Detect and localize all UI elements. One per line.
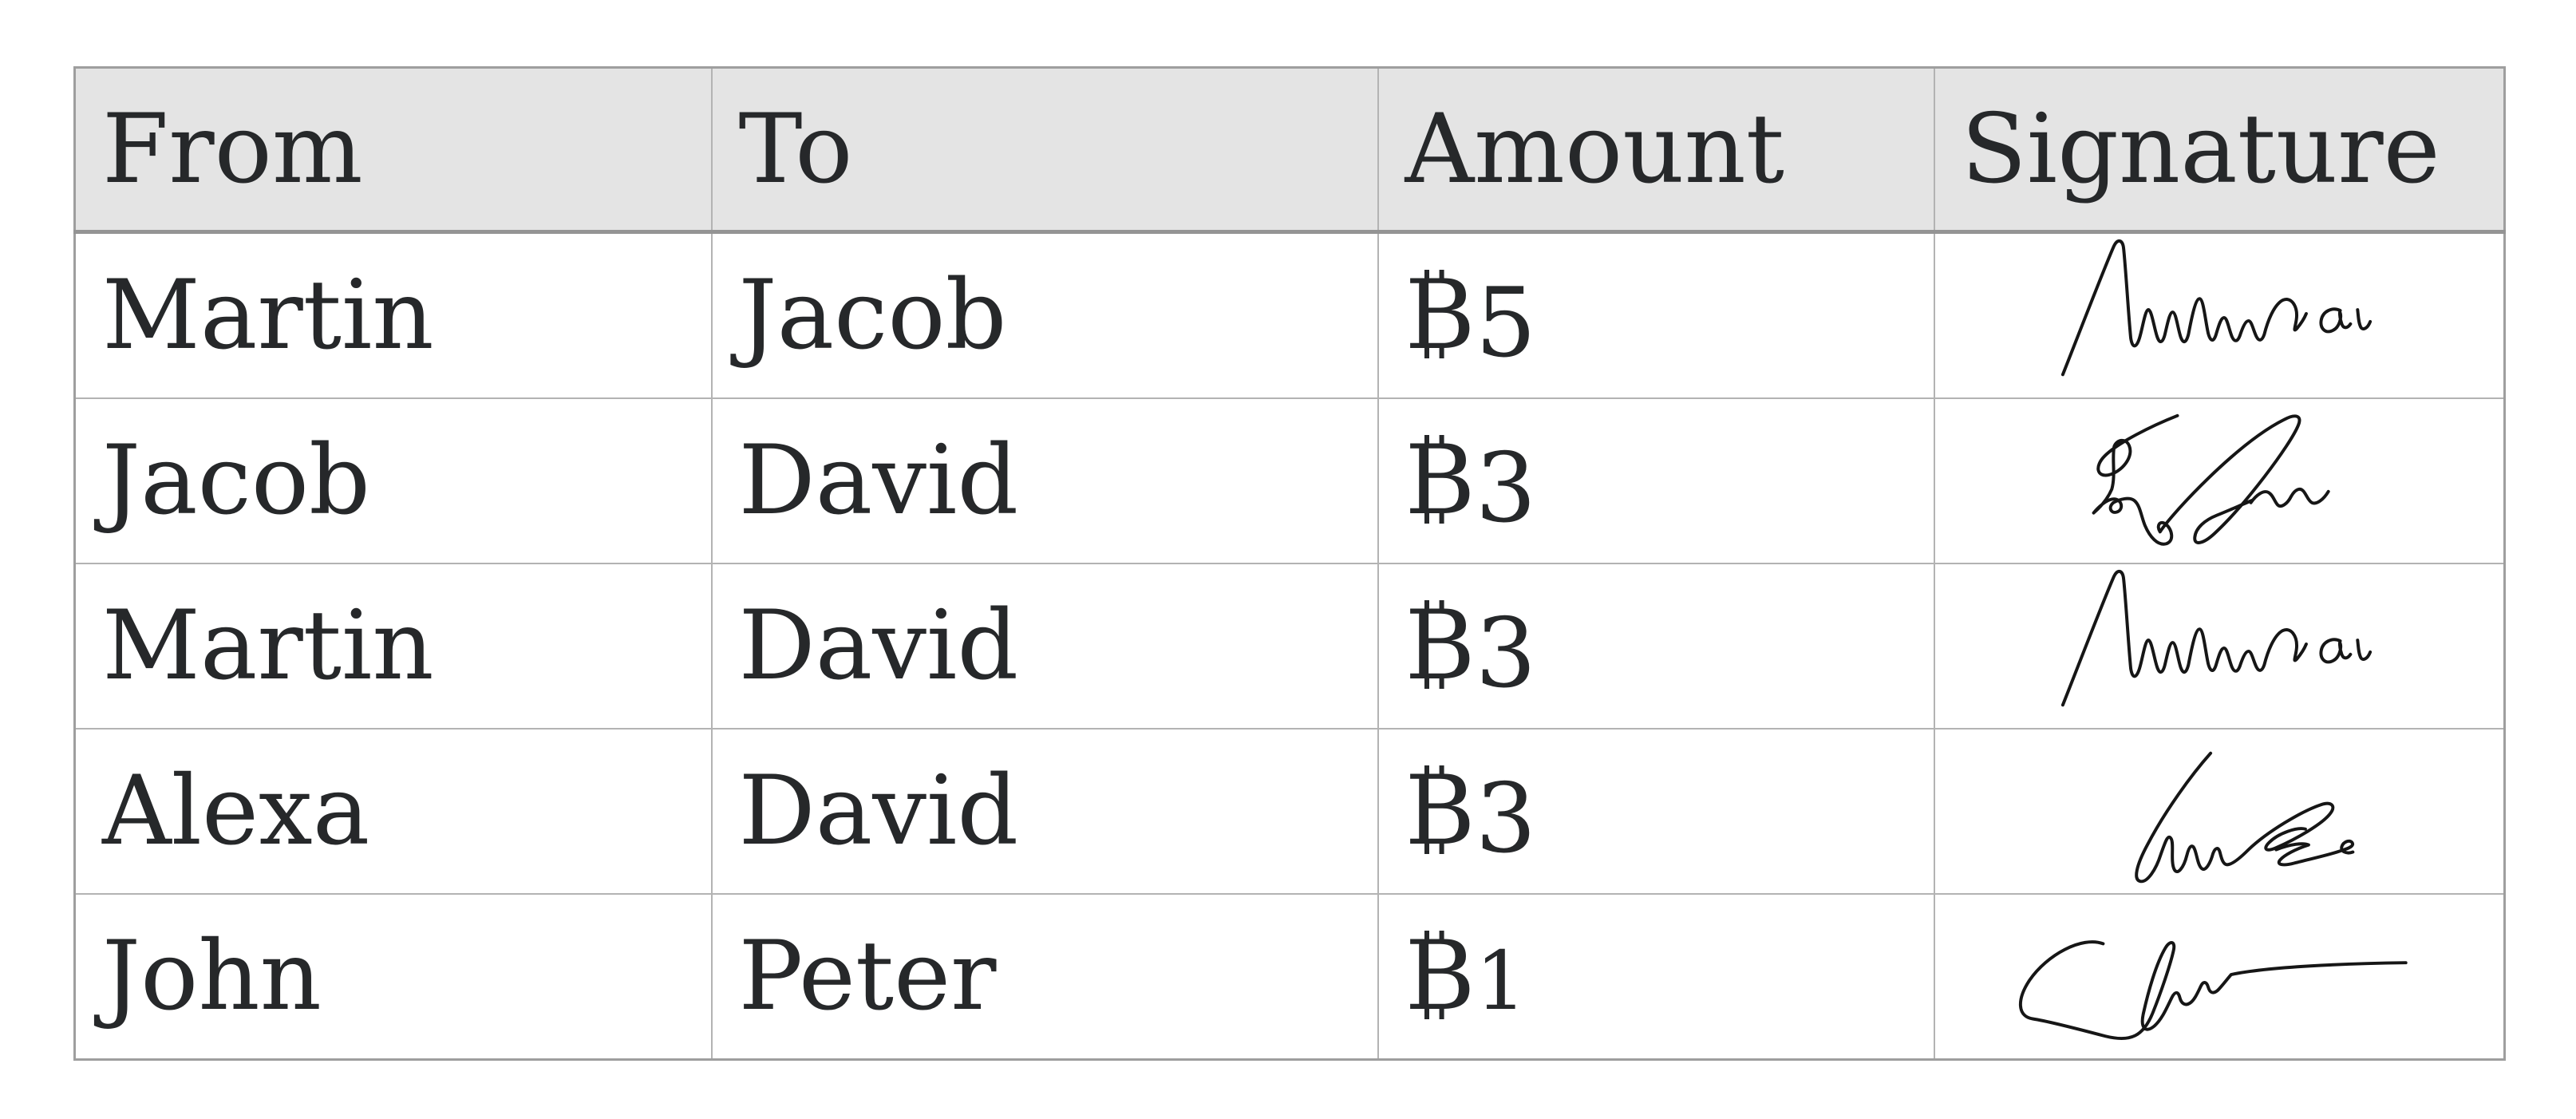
jacob-signature-icon xyxy=(2092,413,2330,546)
transactions-table-container: From To Amount Signature Martin Jacob B5 Ja… xyxy=(73,66,2506,1061)
transactions-table: From To Amount Signature Martin Jacob B5 Ja… xyxy=(73,66,2506,1061)
table-row: Martin David B3 xyxy=(73,563,2506,730)
column-header-to-label: To xyxy=(738,93,853,205)
column-header-from: From xyxy=(73,66,713,234)
column-header-signature: Signature xyxy=(1933,66,2506,234)
table-row: Martin Jacob B5 xyxy=(73,231,2506,399)
cell-amount: B3 xyxy=(1377,728,1935,895)
cell-to: David xyxy=(710,563,1379,730)
martin-signature-icon xyxy=(2060,569,2372,707)
cell-to-text: Peter xyxy=(738,921,997,1032)
amount-digit: 3 xyxy=(1475,764,1537,876)
column-header-amount-label: Amount xyxy=(1405,93,1785,205)
column-header-to: To xyxy=(710,66,1379,234)
cell-to-text: David xyxy=(738,591,1019,702)
table-row: Jacob David B3 xyxy=(73,397,2506,564)
cell-to-text: David xyxy=(738,756,1019,867)
amount-digit: 1 xyxy=(1475,934,1527,1028)
cell-to: Peter xyxy=(710,893,1379,1061)
amount-digit: 5 xyxy=(1475,268,1537,380)
cell-amount: B5 xyxy=(1377,231,1935,399)
john-signature-icon xyxy=(2018,940,2408,1041)
cell-from: Martin xyxy=(73,231,713,399)
cell-from: John xyxy=(73,893,713,1061)
table-row: Alexa David B3 xyxy=(73,728,2506,895)
amount-value: 3 xyxy=(1476,433,1536,544)
alexa-signature-icon xyxy=(2134,751,2354,884)
cell-to: David xyxy=(710,397,1379,564)
cell-amount: B3 xyxy=(1377,563,1935,730)
amount-value: 1 xyxy=(1476,921,1527,1032)
cell-from-text: Martin xyxy=(102,591,434,702)
column-header-signature-label: Signature xyxy=(1961,93,2440,205)
cell-to: David xyxy=(710,728,1379,895)
cell-signature xyxy=(1933,397,2506,564)
cell-signature xyxy=(1933,893,2506,1061)
table-row: John Peter B1 xyxy=(73,893,2506,1061)
cell-from-text: Alexa xyxy=(102,756,370,867)
amount-value: 5 xyxy=(1476,268,1536,379)
cell-amount: B3 xyxy=(1377,397,1935,564)
cell-to-text: Jacob xyxy=(738,260,1007,371)
cell-from: Martin xyxy=(73,563,713,730)
martin-signature-icon xyxy=(2060,239,2372,377)
amount-digit: 3 xyxy=(1475,433,1537,545)
bitcoin-symbol-icon: B xyxy=(1405,756,1476,867)
amount-value: 3 xyxy=(1476,599,1536,710)
cell-signature xyxy=(1933,728,2506,895)
bitcoin-symbol-icon: B xyxy=(1405,260,1476,371)
cell-from-text: Jacob xyxy=(102,425,370,536)
bitcoin-symbol-icon: B xyxy=(1405,425,1476,536)
cell-from: Alexa xyxy=(73,728,713,895)
header-row: From To Amount Signature xyxy=(73,66,2506,234)
table-body: Martin Jacob B5 Jacob David B3 Martin David B3 Al… xyxy=(73,231,2506,1061)
cell-signature xyxy=(1933,231,2506,399)
cell-to-text: David xyxy=(738,425,1019,536)
cell-signature xyxy=(1933,563,2506,730)
column-header-amount: Amount xyxy=(1377,66,1935,234)
amount-digit: 3 xyxy=(1475,599,1537,710)
bitcoin-symbol-icon: B xyxy=(1405,591,1476,702)
column-header-from-label: From xyxy=(102,93,363,205)
bitcoin-symbol-icon: B xyxy=(1405,921,1476,1032)
cell-from: Jacob xyxy=(73,397,713,564)
table-header: From To Amount Signature xyxy=(73,66,2506,234)
cell-from-text: John xyxy=(102,921,322,1032)
cell-to: Jacob xyxy=(710,231,1379,399)
cell-from-text: Martin xyxy=(102,260,434,371)
cell-amount: B1 xyxy=(1377,893,1935,1061)
amount-value: 3 xyxy=(1476,764,1536,875)
